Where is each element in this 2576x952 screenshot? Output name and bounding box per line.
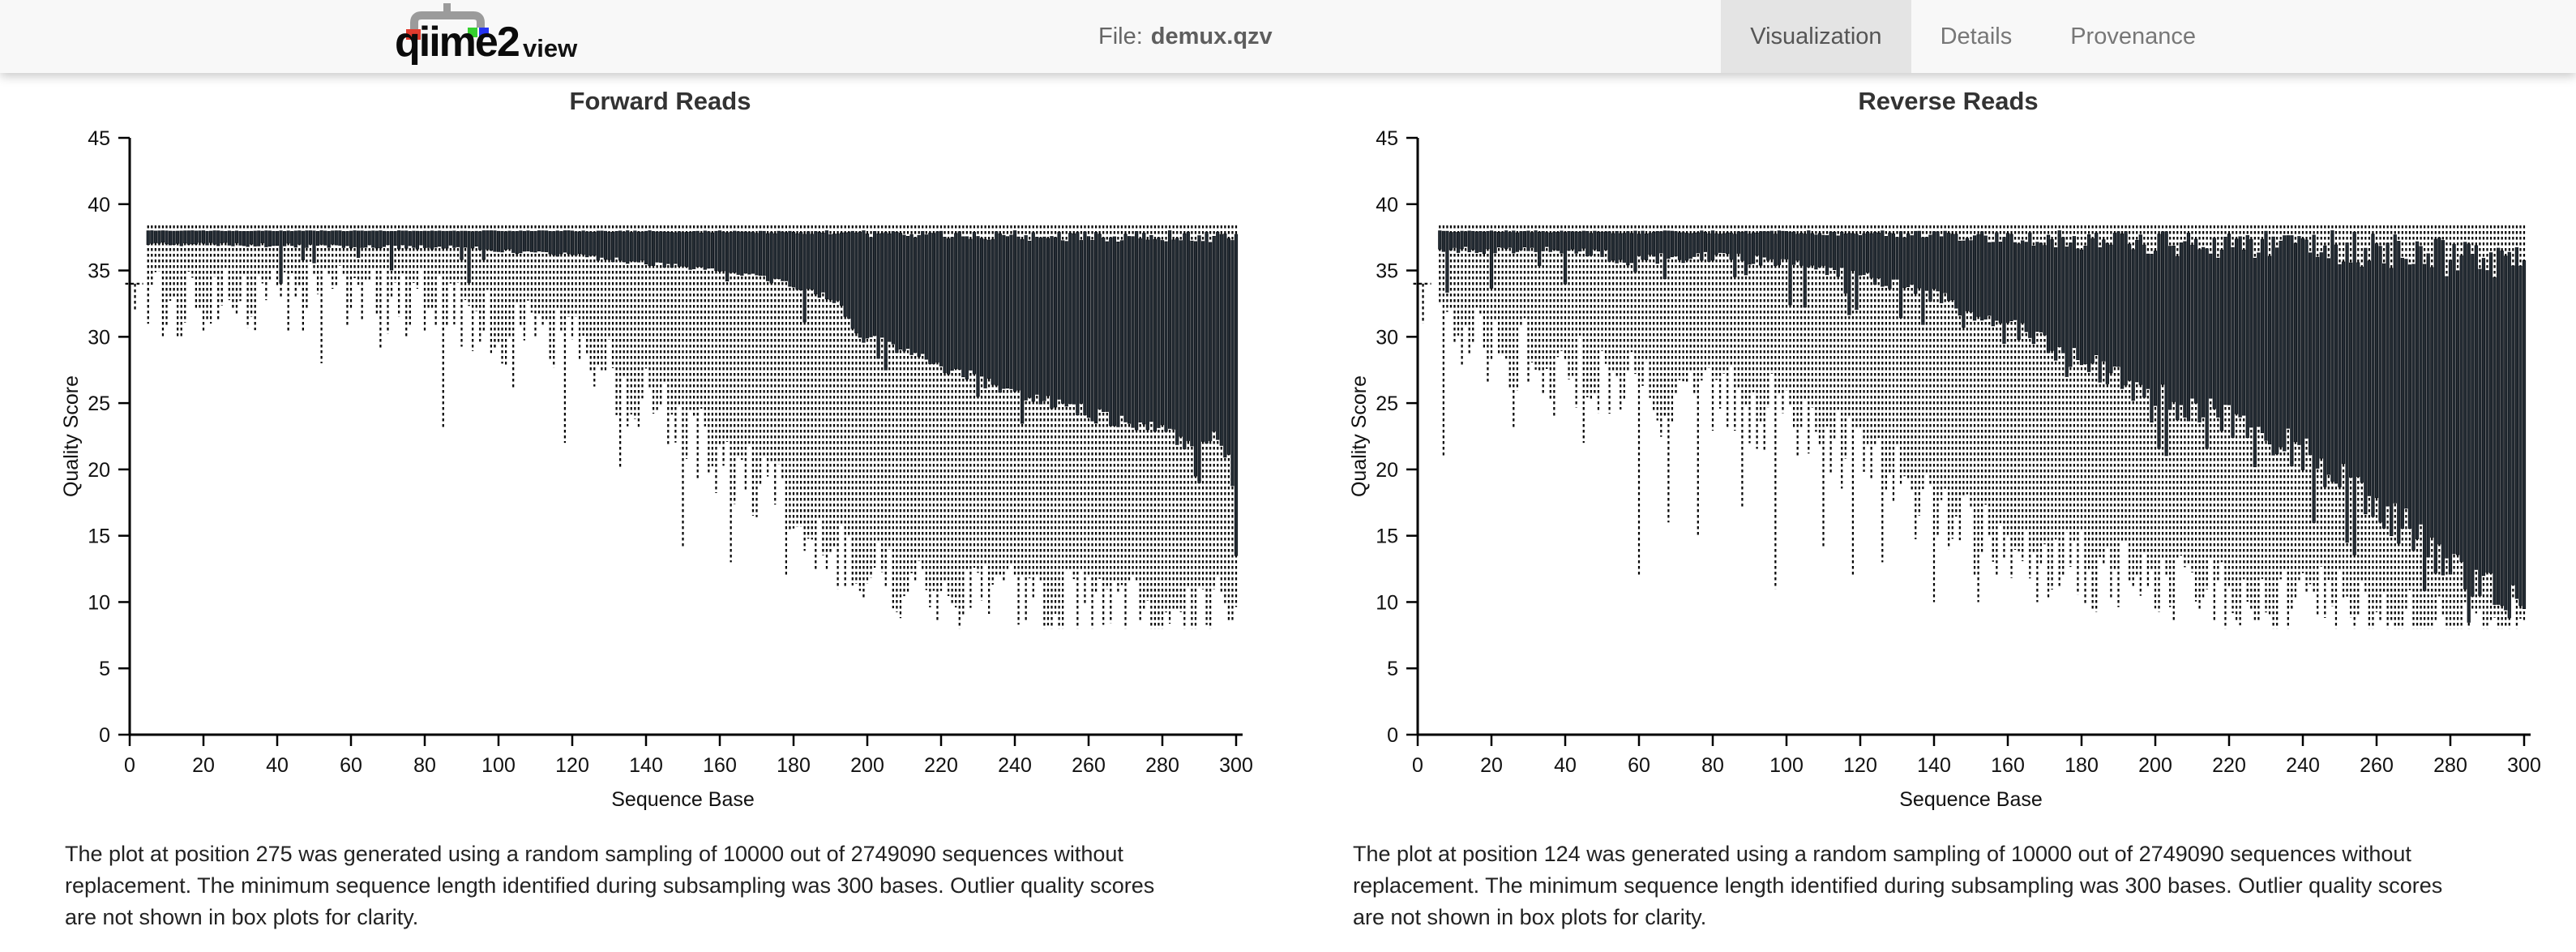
svg-text:35: 35 (88, 260, 110, 283)
svg-text:20: 20 (192, 754, 215, 777)
svg-text:45: 45 (1376, 127, 1398, 150)
svg-text:10: 10 (88, 591, 110, 614)
qiime2view-logo: qiime2 view (395, 0, 638, 73)
svg-text:140: 140 (1917, 754, 1951, 777)
logo-wordmark-suffix: view (523, 34, 578, 62)
tab-visualization[interactable]: Visualization (1721, 0, 1911, 73)
svg-text:100: 100 (1769, 754, 1804, 777)
svg-text:Sequence Base: Sequence Base (611, 788, 755, 811)
header-tabs: Visualization Details Provenance (1721, 0, 2225, 73)
svg-text:Quality Score: Quality Score (1348, 375, 1371, 497)
svg-text:180: 180 (2065, 754, 2099, 777)
svg-text:180: 180 (777, 754, 811, 777)
forward-reads-panel: Forward Reads 0 5 10 15 20 25 30 35 40 45 0 20 40 60 8… (0, 73, 1288, 933)
chart-title-forward: Forward Reads (569, 87, 751, 115)
svg-text:240: 240 (2286, 754, 2320, 777)
svg-text:220: 220 (924, 754, 958, 777)
svg-text:15: 15 (88, 525, 110, 548)
reverse-quality-boxplot-svg: 0 5 10 15 20 25 30 35 40 45 0 20 40 60 80 100 120 140 160 1… (1348, 127, 2541, 811)
svg-text:300: 300 (2507, 754, 2541, 777)
svg-text:40: 40 (266, 754, 289, 777)
svg-text:300: 300 (1219, 754, 1253, 777)
svg-text:30: 30 (1376, 326, 1398, 349)
svg-text:20: 20 (1480, 754, 1503, 777)
svg-text:40: 40 (88, 194, 110, 217)
svg-text:20: 20 (1376, 459, 1398, 482)
svg-text:200: 200 (2138, 754, 2172, 777)
svg-text:120: 120 (555, 754, 589, 777)
svg-text:120: 120 (1843, 754, 1877, 777)
svg-text:5: 5 (1387, 658, 1398, 680)
svg-text:5: 5 (99, 658, 110, 680)
svg-text:15: 15 (1376, 525, 1398, 548)
svg-text:20: 20 (88, 459, 110, 482)
svg-text:280: 280 (2433, 754, 2467, 777)
svg-text:Quality Score: Quality Score (60, 375, 83, 497)
svg-text:260: 260 (2360, 754, 2394, 777)
svg-text:100: 100 (481, 754, 516, 777)
quality-plots-section: Forward Reads 0 5 10 15 20 25 30 35 40 45 0 20 40 60 8… (0, 73, 2576, 933)
forward-quality-boxplot-svg: 0 5 10 15 20 25 30 35 40 45 0 20 40 60 80 100 120 140 160 1… (60, 127, 1253, 811)
svg-text:60: 60 (1628, 754, 1650, 777)
svg-text:30: 30 (88, 326, 110, 349)
svg-text:45: 45 (88, 127, 110, 150)
logo-wordmark: qiime2 (395, 19, 520, 66)
svg-text:35: 35 (1376, 260, 1398, 283)
svg-text:Sequence Base: Sequence Base (1899, 788, 2043, 811)
header-bar: qiime2 view File: demux.qzv Visualizatio… (0, 0, 2576, 73)
svg-text:60: 60 (340, 754, 362, 777)
svg-text:0: 0 (1387, 724, 1398, 747)
file-info: File: demux.qzv (1098, 0, 1273, 73)
svg-text:260: 260 (1072, 754, 1106, 777)
chart-footer-reverse: The plot at position 124 was generated u… (1353, 842, 2443, 929)
qiime2-fork-icon (406, 3, 489, 40)
svg-text:80: 80 (413, 754, 436, 777)
file-label: File: (1098, 23, 1143, 49)
svg-text:0: 0 (124, 754, 135, 777)
svg-text:40: 40 (1554, 754, 1577, 777)
tab-details[interactable]: Details (1940, 23, 2013, 49)
svg-text:160: 160 (703, 754, 737, 777)
svg-text:40: 40 (1376, 194, 1398, 217)
svg-text:0: 0 (99, 724, 110, 747)
file-name: demux.qzv (1150, 23, 1273, 49)
svg-text:140: 140 (629, 754, 663, 777)
chart-title-reverse: Reverse Reads (1858, 87, 2039, 115)
reverse-reads-panel: Reverse Reads 0 5 10 15 20 25 30 35 40 45 0 20 40 60 8… (1288, 73, 2576, 933)
tab-provenance[interactable]: Provenance (2070, 23, 2196, 49)
svg-text:0: 0 (1412, 754, 1423, 777)
chart-footer-forward: The plot at position 275 was generated u… (65, 842, 1155, 929)
svg-text:160: 160 (1991, 754, 2025, 777)
svg-text:25: 25 (1376, 392, 1398, 415)
svg-text:200: 200 (850, 754, 884, 777)
svg-text:240: 240 (998, 754, 1032, 777)
svg-text:220: 220 (2212, 754, 2246, 777)
svg-text:280: 280 (1145, 754, 1179, 777)
svg-text:80: 80 (1701, 754, 1724, 777)
svg-text:25: 25 (88, 392, 110, 415)
svg-text:10: 10 (1376, 591, 1398, 614)
